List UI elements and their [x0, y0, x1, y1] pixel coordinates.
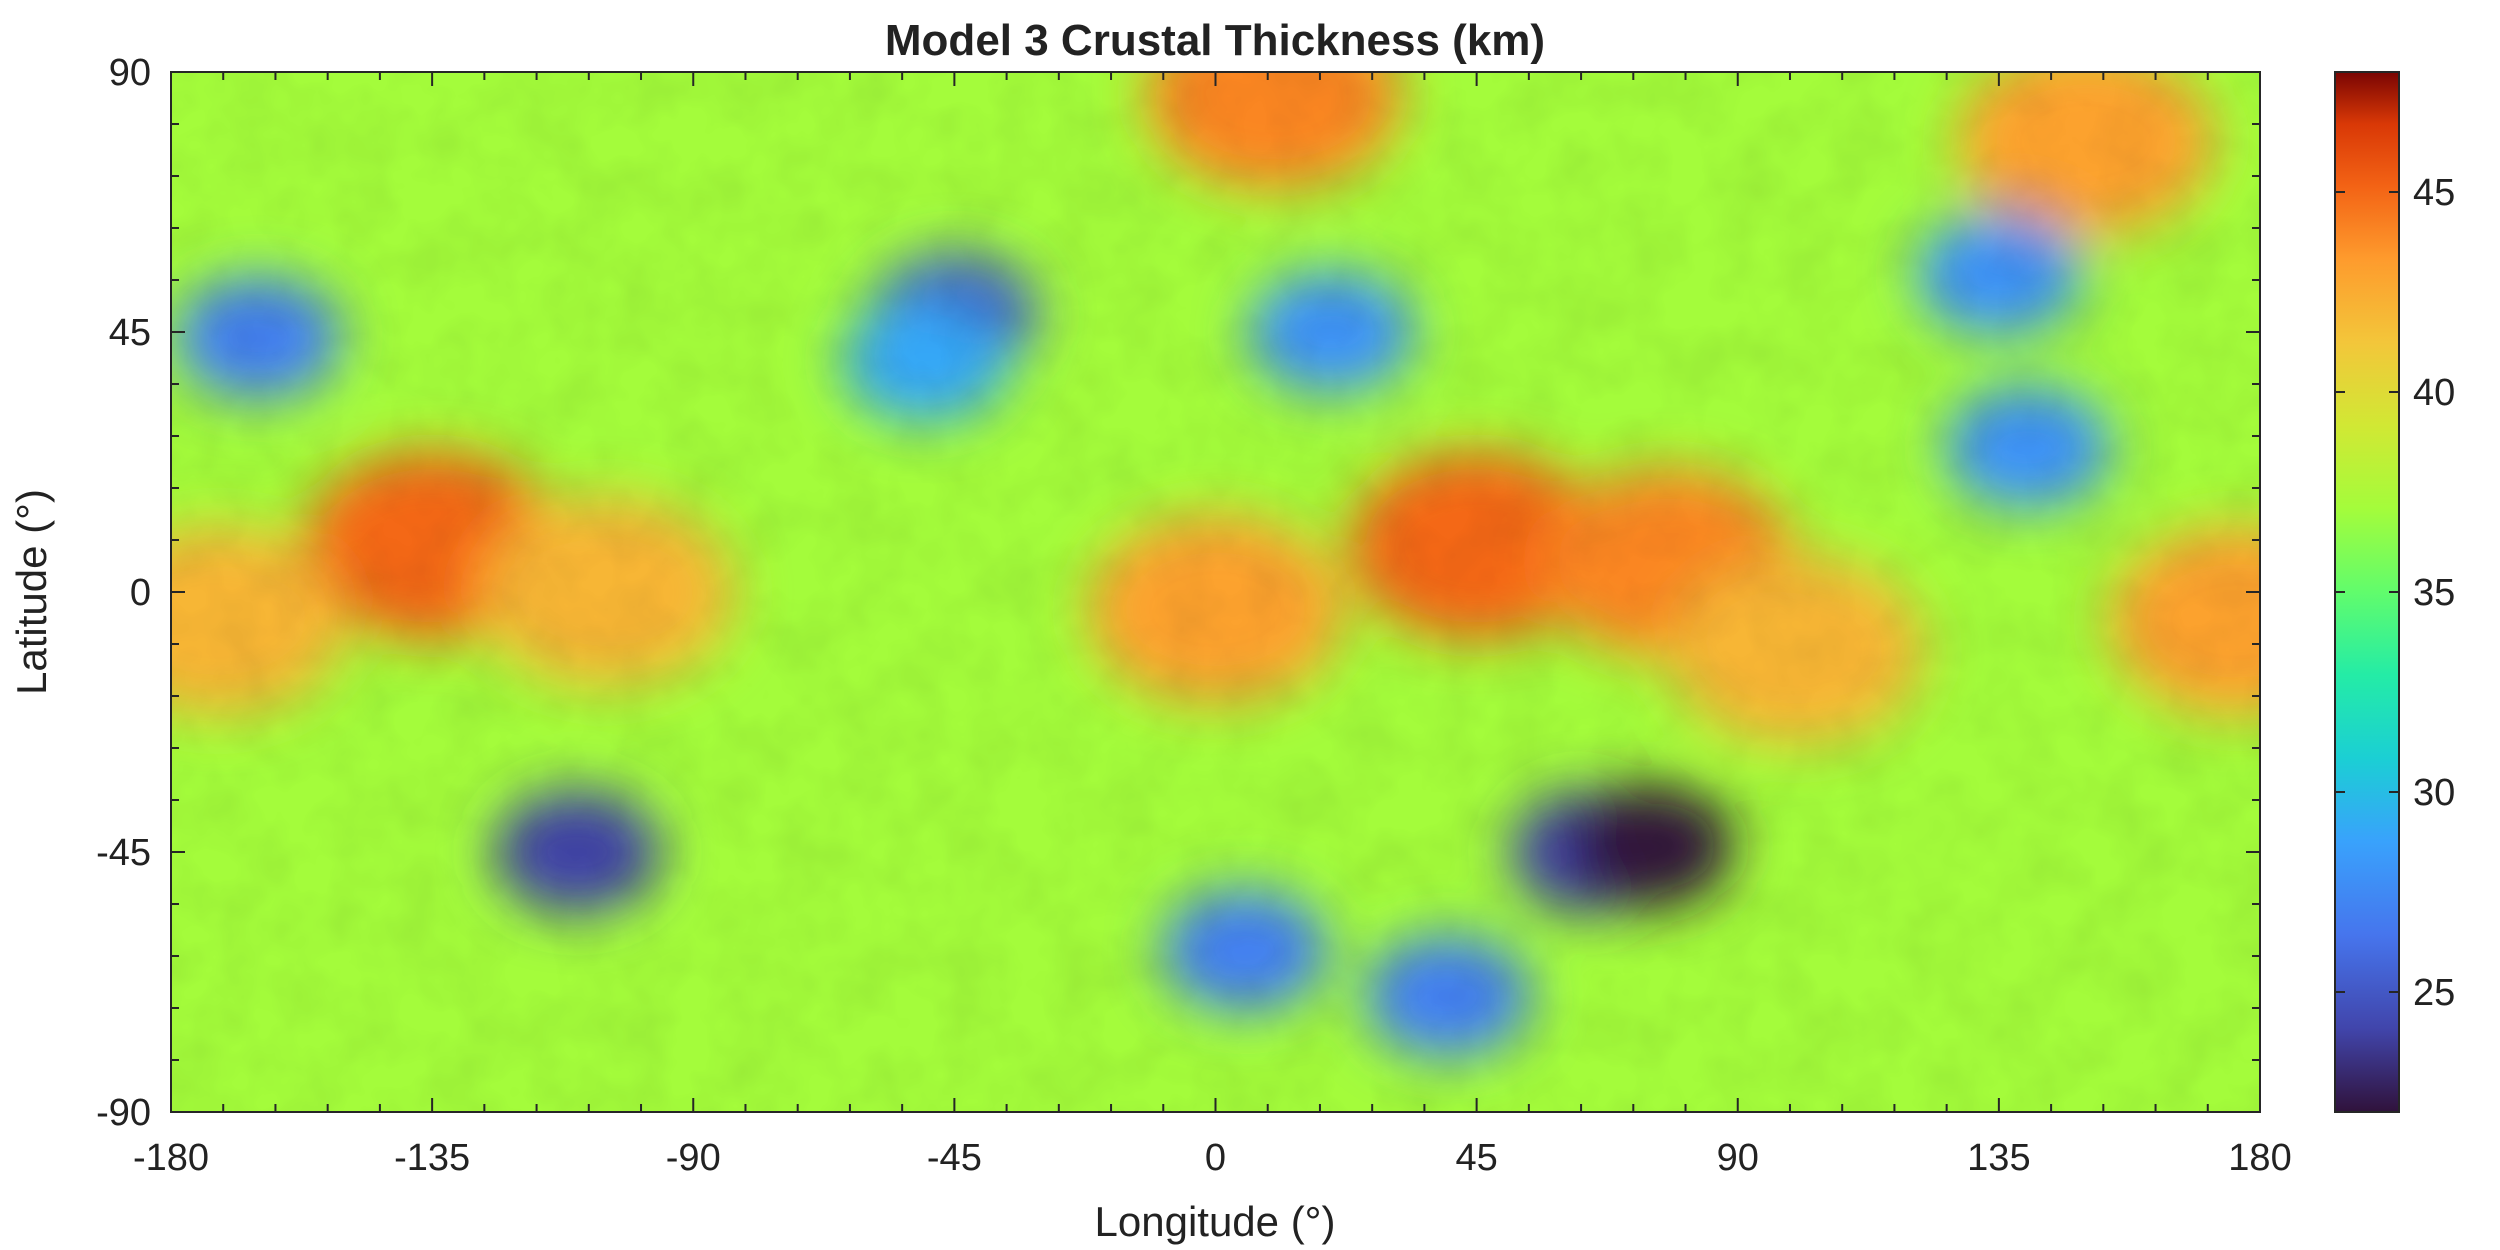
heatmap-texture — [171, 72, 2260, 1112]
x-tick-label: 90 — [1717, 1137, 1759, 1179]
y-tick-label: -45 — [96, 832, 151, 874]
x-tick-label: 180 — [2228, 1137, 2291, 1179]
x-axis-label: Longitude (°) — [1095, 1198, 1336, 1245]
colorbar-tick-label: 25 — [2413, 972, 2455, 1014]
chart-title: Model 3 Crustal Thickness (km) — [885, 16, 1545, 65]
x-tick-label: -135 — [394, 1137, 470, 1179]
x-tick-label: -180 — [133, 1137, 209, 1179]
y-tick-label: 45 — [109, 312, 151, 354]
x-tick-label: -45 — [927, 1137, 982, 1179]
colorbar-tick-label: 35 — [2413, 572, 2455, 614]
x-tick-label: -90 — [666, 1137, 721, 1179]
x-tick-label: 0 — [1205, 1137, 1226, 1179]
x-tick-label: 45 — [1455, 1137, 1497, 1179]
heatmap-plot-area — [171, 72, 2260, 1112]
colorbar-tick-label: 45 — [2413, 172, 2455, 214]
colorbar-ticks: 25 30 35 40 45 — [2335, 172, 2455, 1014]
colorbar-tick-label: 30 — [2413, 772, 2455, 814]
y-tick-label: -90 — [96, 1092, 151, 1134]
x-axis-ticks: -180 -135 -90 -45 0 45 90 135 180 — [133, 72, 2292, 1179]
y-axis-label: Latitude (°) — [8, 489, 55, 695]
x-tick-label: 135 — [1967, 1137, 2030, 1179]
y-tick-label: 0 — [130, 572, 151, 614]
y-tick-label: 90 — [109, 52, 151, 94]
colorbar-tick-label: 40 — [2413, 372, 2455, 414]
y-axis-ticks: -90 -45 0 45 90 — [96, 52, 2260, 1134]
